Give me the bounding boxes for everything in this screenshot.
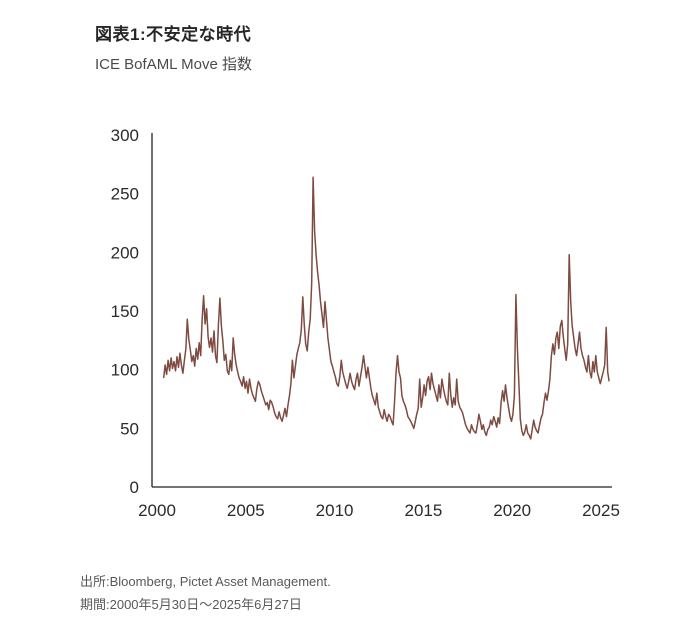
x-tick-label: 2020 bbox=[493, 501, 531, 520]
x-tick-label: 2010 bbox=[316, 501, 354, 520]
y-tick-label: 0 bbox=[130, 478, 139, 497]
move-index-series bbox=[162, 176, 610, 440]
figure-title: 図表1:不安定な時代 bbox=[95, 25, 252, 44]
x-tick-label: 2025 bbox=[582, 501, 620, 520]
y-tick-label: 100 bbox=[111, 361, 139, 380]
x-tick-label: 2015 bbox=[404, 501, 442, 520]
x-tick-label: 2000 bbox=[138, 501, 176, 520]
figure-footer: 出所:Bloomberg, Pictet Asset Management. 期… bbox=[80, 570, 331, 616]
y-tick-label: 300 bbox=[111, 126, 139, 145]
period-note: 期間:2000年5月30日〜2025年6月27日 bbox=[80, 597, 302, 612]
y-tick-label: 50 bbox=[120, 419, 139, 438]
y-tick-label: 250 bbox=[111, 185, 139, 204]
y-tick-label: 200 bbox=[111, 243, 139, 262]
figure-subtitle: ICE BofAML Move 指数 bbox=[95, 56, 252, 73]
x-tick-label: 2005 bbox=[227, 501, 265, 520]
y-tick-label: 150 bbox=[111, 302, 139, 321]
source-note: 出所:Bloomberg, Pictet Asset Management. bbox=[80, 574, 331, 589]
